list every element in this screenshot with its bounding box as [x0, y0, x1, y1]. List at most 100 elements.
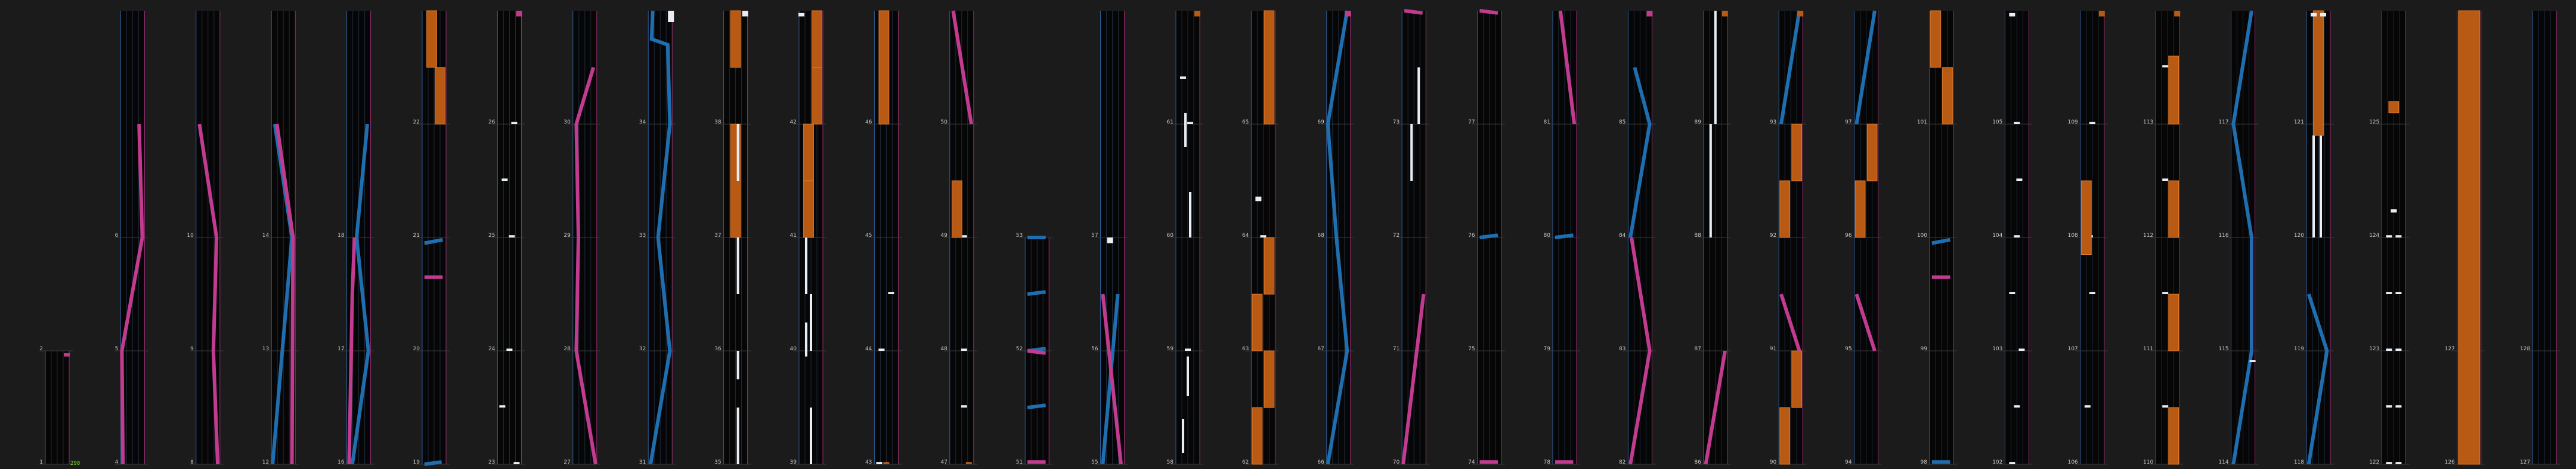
hold-note — [878, 10, 890, 125]
tap-note — [2174, 11, 2181, 17]
measure-number-label: 75 — [1468, 346, 1475, 352]
slide-path — [424, 460, 442, 466]
measure-number-label: 107 — [2068, 346, 2078, 352]
measure-number-label: 116 — [2218, 233, 2228, 239]
hold-note — [812, 10, 822, 68]
hold-note — [730, 10, 741, 68]
measure-number-label: 74 — [1468, 459, 1475, 465]
chart-column: 23 24 25 26 — [488, 11, 525, 465]
chart-column: 62 63 64 65 — [1242, 10, 1279, 465]
tap-note — [2089, 122, 2095, 124]
measure-number-label: 79 — [1544, 346, 1551, 352]
slide-path — [1628, 67, 1652, 238]
slide-path — [347, 237, 357, 465]
tap-note — [509, 235, 515, 237]
tap-note — [1180, 76, 1186, 79]
hold-note — [2388, 101, 2399, 113]
slide-path — [424, 237, 443, 245]
tap-note — [2386, 348, 2392, 351]
slide-path — [1628, 237, 1652, 465]
chart-column: 19 20 21 22 — [413, 10, 450, 466]
measure-number-label: 68 — [1317, 233, 1324, 239]
measure-number-label: 94 — [1845, 459, 1852, 465]
measure-number-label: 96 — [1845, 233, 1852, 239]
tap-note — [1260, 235, 1267, 237]
long-note — [2320, 135, 2322, 237]
measure-number-label: 55 — [1091, 459, 1098, 465]
measure-number-label: 123 — [2369, 346, 2379, 352]
measure-number-label: 117 — [2218, 119, 2228, 125]
chart-column: 12 — [39, 346, 73, 465]
slide-path — [2231, 10, 2253, 465]
measure-number-label: 80 — [1544, 233, 1551, 239]
measure-number-label: 27 — [564, 459, 570, 465]
long-note — [1410, 124, 1413, 181]
hold-note — [1866, 124, 1878, 181]
chart-column: 110 111 112 113 — [2143, 11, 2184, 465]
tap-note — [2089, 292, 2095, 294]
measure-number-label: 40 — [790, 346, 797, 352]
tap-note — [2162, 405, 2169, 408]
measure-number-label: 110 — [2143, 459, 2153, 465]
slide-path — [1027, 290, 1046, 296]
tap-note — [2009, 292, 2015, 294]
tap-note — [668, 11, 674, 22]
tap-note — [516, 11, 522, 17]
chart-column: 70 71 72 73 — [1393, 9, 1430, 465]
tap-note — [2014, 405, 2020, 408]
tap-note — [2018, 348, 2025, 351]
measure-number-label: 51 — [1016, 459, 1023, 465]
measure-number-label: 67 — [1317, 346, 1324, 352]
tap-note — [961, 405, 967, 408]
hold-note — [1854, 180, 1866, 238]
measure-number-label: 29 — [564, 233, 571, 239]
tap-note — [2162, 65, 2169, 67]
tap-note — [1797, 11, 1804, 17]
long-note — [805, 322, 807, 357]
measure-number-label: 50 — [940, 119, 948, 125]
chart-column: 27 28 29 30 — [564, 11, 600, 465]
long-note — [1417, 67, 1420, 124]
tap-note — [965, 462, 972, 464]
measure-number-label: 76 — [1468, 233, 1475, 239]
tap-note — [2320, 13, 2326, 17]
measure-number-label: 93 — [1770, 119, 1776, 125]
measure-number-label: 10 — [187, 233, 194, 239]
measure-number-label: 23 — [488, 459, 495, 465]
slide-path — [1704, 350, 1727, 465]
measure-number-label: 122 — [2369, 459, 2379, 465]
slide-path — [1779, 294, 1801, 351]
slide-path — [951, 10, 973, 125]
long-note — [736, 351, 739, 379]
measure-number-label: 126 — [2445, 459, 2455, 465]
measure-number-label: 26 — [488, 119, 496, 125]
tap-note — [1107, 237, 1113, 243]
chart-column: 126 127 — [2445, 10, 2485, 465]
measure-number-label: 2 — [39, 346, 43, 352]
measure-number-label: 14 — [262, 233, 270, 239]
measure-number-label: 41 — [790, 233, 797, 239]
measure-number-label: 90 — [1770, 459, 1777, 465]
slide-path — [1555, 233, 1574, 239]
measure-number-label: 49 — [940, 233, 948, 239]
tap-note — [1187, 122, 1193, 124]
measure-number-label: 31 — [639, 459, 646, 465]
tap-note — [2395, 348, 2402, 351]
tap-note — [2098, 11, 2105, 17]
tap-note — [2249, 360, 2256, 362]
measure-number-label: 6 — [115, 233, 119, 239]
measure-number-label: 22 — [413, 119, 420, 125]
measure-number-label: 47 — [940, 459, 947, 465]
hold-note — [803, 124, 814, 181]
chart-column: 35 36 37 38 — [714, 10, 751, 465]
tap-note — [2395, 462, 2402, 464]
hold-note — [812, 67, 822, 125]
tap-note — [1185, 348, 1191, 351]
measure-number-label: 66 — [1317, 459, 1324, 465]
hold-note — [1930, 10, 1941, 68]
measure-number-label: 127 — [2445, 346, 2455, 352]
hold-note — [1252, 294, 1263, 351]
slide-path — [649, 10, 672, 465]
hold-note — [1791, 350, 1803, 408]
